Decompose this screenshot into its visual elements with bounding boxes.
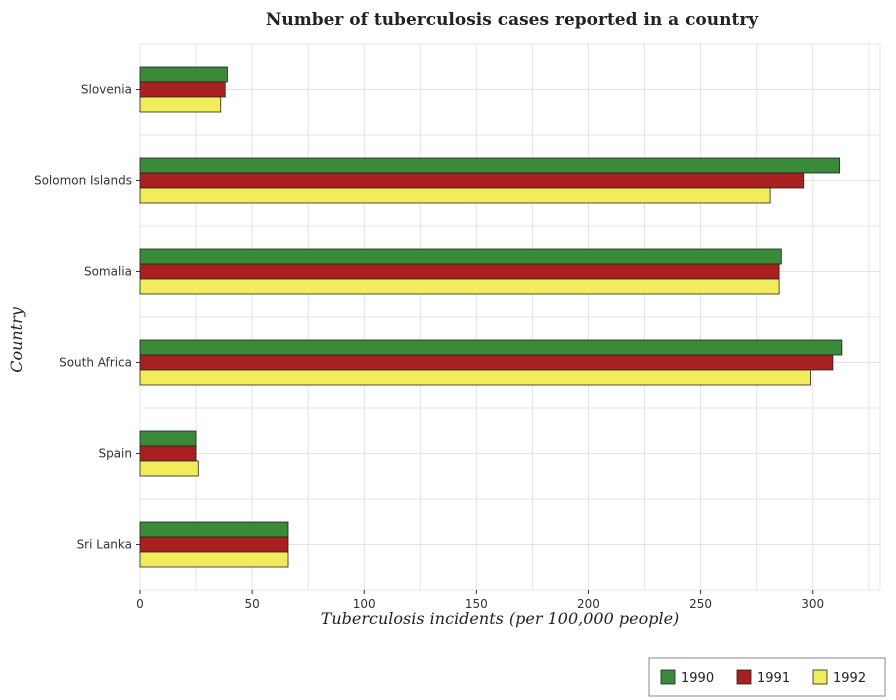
x-tick-label: 0 <box>136 597 144 611</box>
legend-swatch-1992 <box>812 669 828 685</box>
x-tick-label: 150 <box>465 597 488 611</box>
bar-1990-solomon-islands <box>139 157 841 174</box>
bar-1992-somalia <box>139 278 780 295</box>
y-tick-labels: Slovenia Solomon Islands Somalia South Afri… <box>34 83 140 552</box>
y-axis-label: Country <box>7 306 26 373</box>
bar-1992-sri-lanka <box>139 551 289 568</box>
legend-swatch-1991 <box>736 669 752 685</box>
bar-1991-spain <box>139 445 197 462</box>
bar-1991-south-africa <box>139 354 834 371</box>
x-tick-labels: 0 50 100 150 200 250 300 <box>136 590 824 611</box>
bar-1992-spain <box>139 460 199 477</box>
bar-1991-somalia <box>139 263 780 280</box>
bar-1992-solomon-islands <box>139 187 771 204</box>
bar-1990-slovenia <box>139 66 228 83</box>
legend-box <box>648 657 886 697</box>
bars <box>139 66 843 568</box>
y-tick-label: Sri Lanka <box>77 538 132 552</box>
plot-frame <box>139 43 881 591</box>
bar-1992-south-africa <box>139 369 811 386</box>
x-tick-label: 300 <box>801 597 824 611</box>
bar-1991-sri-lanka <box>139 536 289 553</box>
bar-1991-solomon-islands <box>139 172 805 189</box>
bar-1990-sri-lanka <box>139 521 289 538</box>
bar-1992-slovenia <box>139 96 222 113</box>
y-tick-label: Solomon Islands <box>34 174 132 188</box>
x-axis-label: Tuberculosis incidents (per 100,000 peop… <box>321 609 680 628</box>
y-tick-label: Somalia <box>84 265 132 279</box>
chart-title: Number of tuberculosis cases reported in… <box>266 10 759 30</box>
legend-label-1991: 1991 <box>757 671 790 686</box>
x-tick-label: 50 <box>244 597 259 611</box>
bar-1990-south-africa <box>139 339 843 356</box>
x-tick-label: 100 <box>353 597 376 611</box>
y-tick-label: South Africa <box>59 356 132 370</box>
bar-1990-somalia <box>139 248 782 265</box>
legend-swatch-1990 <box>660 669 676 685</box>
bar-1990-spain <box>139 430 197 447</box>
x-tick-label: 200 <box>577 597 600 611</box>
x-tick-label: 250 <box>689 597 712 611</box>
legend-label-1990: 1990 <box>681 671 714 686</box>
y-tick-label: Spain <box>98 447 132 461</box>
y-tick-label: Slovenia <box>81 83 132 97</box>
legend: 1990 1991 1992 <box>648 657 886 697</box>
grid <box>139 43 881 591</box>
bar-1991-slovenia <box>139 81 226 98</box>
legend-label-1992: 1992 <box>833 671 866 686</box>
